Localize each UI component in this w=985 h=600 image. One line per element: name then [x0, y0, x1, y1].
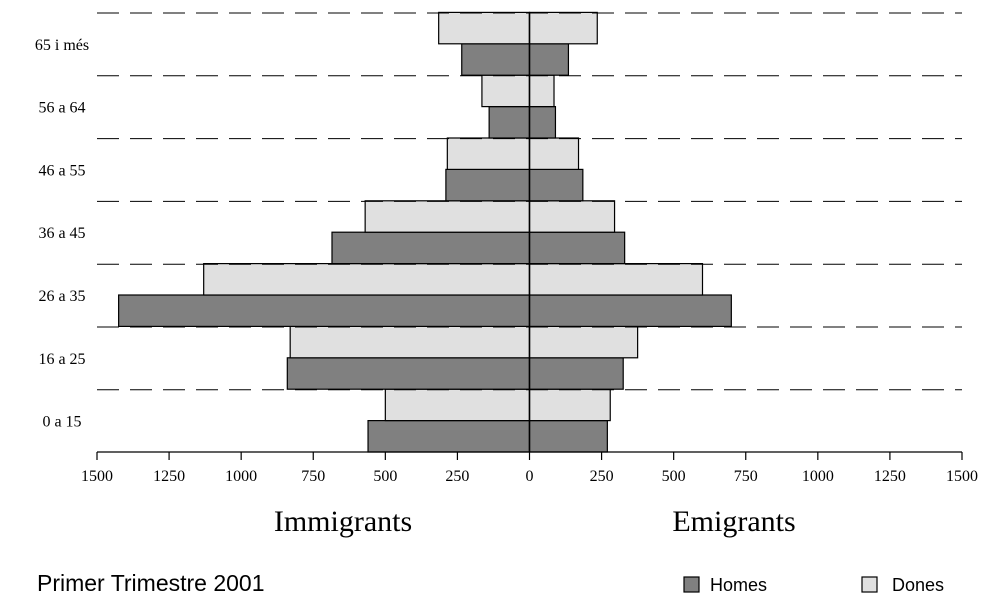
bar-homes-immigrants — [488, 105, 531, 139]
bar-dones-emigrants — [528, 263, 704, 296]
bar-dones-emigrants — [528, 200, 616, 233]
bar-dones-immigrants — [203, 263, 531, 296]
bar-dones-emigrants — [528, 74, 555, 108]
bar-homes-emigrants — [528, 357, 624, 390]
x-tick-label: 1500 — [946, 468, 978, 485]
bar-homes-immigrants — [331, 231, 531, 265]
x-tick-label: 500 — [662, 468, 686, 485]
x-tick-label: 0 — [526, 468, 534, 485]
category-label: 0 a 15 — [42, 414, 81, 431]
bar-dones-immigrants — [481, 74, 531, 108]
x-tick-label: 1000 — [802, 468, 834, 485]
bar-dones-immigrants — [364, 200, 531, 233]
legend-swatch-dones — [861, 576, 878, 593]
immigrants-label: Immigrants — [274, 505, 412, 538]
bar-homes-immigrants — [445, 168, 531, 202]
bar-dones-immigrants — [384, 388, 531, 422]
x-tick-label: 1250 — [153, 468, 185, 485]
x-tick-label: 1250 — [874, 468, 906, 485]
x-tick-label: 1500 — [81, 468, 113, 485]
bar-dones-emigrants — [528, 325, 639, 359]
bar-dones-emigrants — [528, 11, 598, 45]
category-label: 36 a 45 — [38, 225, 85, 242]
bar-homes-immigrants — [286, 357, 531, 390]
bar-dones-emigrants — [528, 388, 611, 422]
bar-homes-immigrants — [118, 294, 531, 327]
bar-homes-immigrants — [367, 420, 531, 453]
bar-homes-emigrants — [528, 294, 732, 327]
x-tick-label: 500 — [373, 468, 397, 485]
x-tick-label: 750 — [734, 468, 758, 485]
category-label: 65 i més — [35, 37, 89, 54]
bar-homes-emigrants — [528, 168, 584, 202]
x-tick-label: 250 — [445, 468, 469, 485]
bar-dones-immigrants — [446, 137, 531, 170]
x-tick-label: 250 — [590, 468, 614, 485]
category-label: 56 a 64 — [38, 100, 85, 117]
bar-homes-emigrants — [528, 231, 626, 265]
category-label: 46 a 55 — [38, 162, 85, 179]
legend-swatch-homes — [683, 576, 700, 593]
x-tick-label: 1000 — [225, 468, 257, 485]
emigrants-label: Emigrants — [672, 505, 795, 538]
legend-label-dones: Dones — [892, 575, 944, 595]
bar-dones-emigrants — [528, 137, 580, 170]
category-label: 26 a 35 — [38, 288, 85, 305]
legend-label-homes: Homes — [710, 575, 767, 595]
bar-homes-emigrants — [528, 105, 557, 139]
category-label: 16 a 25 — [38, 351, 85, 368]
chart-title: Primer Trimestre 2001 — [37, 570, 265, 596]
bar-dones-immigrants — [438, 11, 531, 45]
x-tick-label: 750 — [301, 468, 325, 485]
bar-homes-emigrants — [528, 43, 570, 76]
bar-homes-emigrants — [528, 420, 608, 453]
bar-dones-immigrants — [289, 325, 531, 359]
bar-homes-immigrants — [461, 43, 531, 76]
